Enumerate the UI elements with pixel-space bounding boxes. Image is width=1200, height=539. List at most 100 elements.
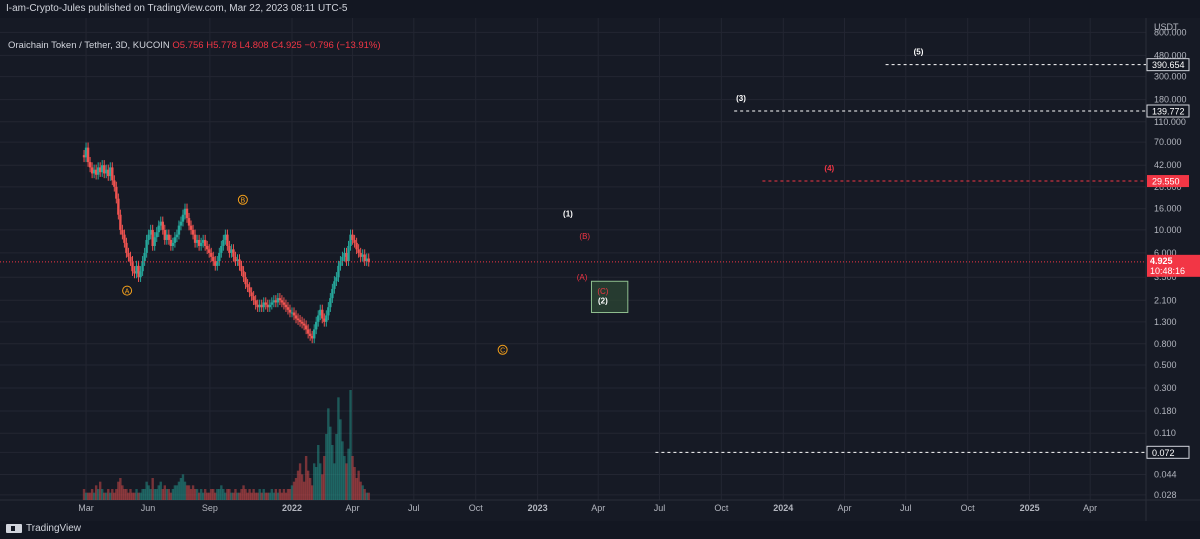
candle-body	[272, 300, 276, 303]
brand[interactable]: TradingView	[6, 523, 81, 534]
volume-bar	[189, 489, 193, 500]
candle-body	[260, 304, 263, 308]
candle-body	[302, 323, 306, 326]
candle-body	[96, 167, 100, 175]
candle-body	[365, 258, 368, 262]
candle-body	[325, 315, 328, 322]
wave-label-circle	[237, 194, 248, 205]
volume-bar	[284, 492, 288, 500]
candle-body	[363, 254, 366, 262]
candle-body	[113, 180, 116, 187]
volume-bar	[357, 470, 360, 500]
candle-body	[353, 239, 356, 243]
candle-body	[181, 214, 185, 222]
candle-body	[319, 309, 322, 316]
candle-body	[101, 165, 104, 173]
x-tick-label: Jun	[141, 503, 156, 513]
volume-bar	[179, 478, 183, 500]
candle-body	[153, 237, 156, 246]
volume-bar	[195, 489, 199, 500]
volume-bar	[242, 485, 245, 500]
x-tick-label: 2024	[773, 503, 793, 513]
candle-body	[179, 221, 183, 226]
candle-body	[262, 302, 265, 308]
x-tick-label: Oct	[469, 503, 484, 513]
volume-bar	[94, 485, 98, 500]
volume-bar	[313, 463, 316, 500]
candle-body	[151, 229, 154, 246]
volume-bar	[151, 478, 154, 500]
volume-bar	[365, 492, 368, 500]
candle-body	[298, 320, 302, 322]
candle-body	[226, 234, 229, 246]
candle-body	[244, 277, 247, 285]
candle-body	[175, 234, 179, 238]
candle-body	[234, 256, 237, 262]
chart-area[interactable]: USDT 800.000 480.000 300.000 180.000 110.000 7…	[0, 18, 1200, 521]
candle-body	[240, 265, 243, 272]
volume-bar	[353, 467, 356, 500]
volume-bar	[201, 492, 205, 500]
candle-body	[208, 249, 211, 253]
y-tick-label: 2.100	[1154, 295, 1177, 305]
volume-bar	[292, 481, 296, 500]
level-price-tag	[1146, 104, 1190, 118]
candle-body	[145, 239, 148, 253]
candle-body	[351, 234, 354, 240]
publish-line: I-am-Crypto-Jules published on TradingVi…	[0, 0, 1200, 18]
close-value: C4.925	[271, 40, 302, 51]
volume-bar	[145, 481, 148, 500]
candle-body	[129, 256, 132, 262]
volume-bar	[262, 489, 265, 500]
volume-bar	[270, 489, 274, 500]
volume-bar	[238, 492, 241, 500]
y-tick-label: 0.044	[1154, 470, 1177, 480]
volume-bar	[139, 492, 142, 500]
candle-body	[119, 214, 122, 230]
x-tick-label: Apr	[838, 503, 852, 513]
candle-body	[117, 198, 120, 215]
candle-body	[359, 252, 362, 257]
y-tick-label: 180.000	[1154, 95, 1187, 105]
candle-body	[292, 312, 296, 316]
candle-body	[308, 333, 312, 337]
candle-body	[361, 254, 364, 257]
volume-bar	[125, 489, 128, 500]
candle-body	[349, 234, 352, 246]
wave-level-label: (5)	[914, 48, 924, 57]
volume-bar	[84, 492, 88, 500]
candle-body	[105, 169, 108, 174]
x-tick-label: Mar	[78, 503, 94, 513]
candle-body	[284, 304, 288, 308]
volume-bar	[169, 492, 173, 500]
volume-bar	[137, 492, 140, 500]
current-price-label: 4.925	[1150, 256, 1173, 266]
candle-body	[216, 261, 219, 266]
volume-bar	[224, 492, 227, 500]
candle-body	[137, 265, 140, 278]
x-tick-label: Jul	[900, 503, 912, 513]
y-tick-label: 0.300	[1154, 383, 1177, 393]
candle-body	[355, 242, 358, 250]
candle-body	[115, 186, 118, 199]
volume-bar	[210, 489, 213, 500]
candle-body	[256, 304, 259, 308]
volume-bar	[111, 489, 114, 500]
volume-bar	[296, 470, 300, 500]
candle-body	[321, 309, 324, 319]
level-price-label: 0.072	[1152, 448, 1175, 458]
volume-bar	[367, 492, 370, 500]
y-tick-label: 800.000	[1154, 27, 1187, 37]
volume-bar	[278, 489, 282, 500]
volume-bar	[347, 448, 350, 500]
volume-bar	[117, 481, 120, 500]
candle-body	[157, 225, 160, 233]
wave-label: (1)	[563, 209, 573, 218]
volume-bar	[127, 492, 130, 500]
bar-countdown-label: 10:48:16	[1150, 266, 1185, 276]
volume-bar	[345, 463, 348, 500]
candle-body	[304, 325, 308, 330]
volume-bar	[349, 390, 352, 500]
candle-body	[173, 237, 177, 243]
